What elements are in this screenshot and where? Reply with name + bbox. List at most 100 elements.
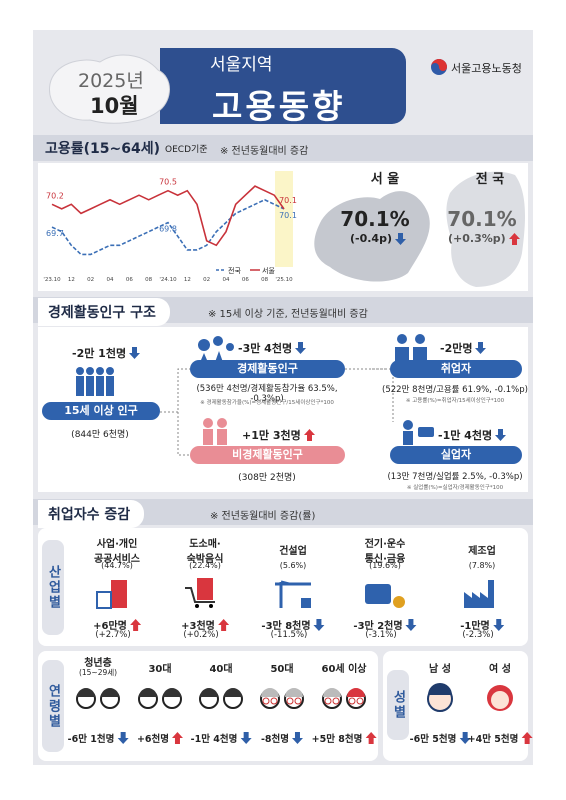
age-name: 30대 <box>148 664 172 675</box>
change: -2만 1천명 <box>72 345 141 361</box>
legend-label: 서울 <box>262 266 275 275</box>
change-text: +4만 5천명 <box>467 734 519 745</box>
arrow-down <box>492 618 504 631</box>
rate: 70.1% <box>340 207 410 231</box>
shape <box>415 334 425 344</box>
icon <box>427 683 453 712</box>
name-line: 제조업 <box>468 546 496 557</box>
total: (844만 6천명) <box>71 430 129 440</box>
shape <box>203 429 213 445</box>
shape <box>49 54 170 124</box>
shape <box>129 347 141 359</box>
shape <box>403 431 413 445</box>
shape <box>217 418 227 428</box>
name-line: 전기·운수 <box>364 539 406 550</box>
shape <box>163 688 181 697</box>
change-text: -2만 1천명 <box>72 347 127 360</box>
icon <box>365 584 405 608</box>
x-tick-label: 04 <box>107 277 114 283</box>
shape <box>86 376 94 396</box>
shape <box>459 732 471 744</box>
shape <box>491 691 509 709</box>
name-line: 통신·금융 <box>364 554 406 565</box>
arrow-down <box>129 347 141 359</box>
section-title: 고용률(15~64세) OECD기준 <box>33 135 208 161</box>
icon <box>199 688 219 709</box>
label-pill: 15세 이상 인구 <box>42 402 160 420</box>
shape <box>117 732 129 744</box>
shape <box>294 697 302 705</box>
group-label: 성별 <box>387 670 409 740</box>
shape <box>203 418 227 445</box>
group-label: 연령별 <box>42 660 64 752</box>
arrow-up <box>365 732 377 744</box>
shape <box>295 342 307 354</box>
industry-name: 제조업 <box>468 542 496 557</box>
industry-name: 건설업 <box>279 542 307 557</box>
industry-name: 도소매· 숙박음식 <box>187 535 224 565</box>
shape <box>76 367 84 375</box>
icon <box>322 688 342 709</box>
icon <box>185 578 215 608</box>
rate-change: (-0.4p) <box>350 232 406 245</box>
icon <box>223 688 243 709</box>
change-text: -1만 4천명 <box>438 429 493 442</box>
change-text: +6천명 <box>136 734 170 745</box>
age-name: 40대 <box>209 664 233 675</box>
main-title: 고용동향 <box>212 87 346 126</box>
shape <box>324 697 332 705</box>
shape <box>270 697 278 705</box>
note: ※ 15세 이상 기준, 전년동월대비 증감 <box>208 309 368 320</box>
x-tick-label: '25.10 <box>275 277 293 283</box>
highlight <box>275 171 293 267</box>
change: -2만명 <box>440 340 487 356</box>
shape <box>106 367 114 375</box>
shape <box>172 732 184 744</box>
shape <box>475 342 487 354</box>
share: (44.7%) <box>101 561 133 570</box>
name-line: 공공서비스 <box>94 554 140 565</box>
year: 2025년 <box>78 70 144 92</box>
shape <box>111 580 127 608</box>
data-label: 70.1 <box>279 196 297 205</box>
change: -1만 4천명 <box>438 427 507 443</box>
change-text: -1만 4천명 <box>190 734 238 745</box>
rate-change: (+0.3%p) <box>448 232 520 245</box>
month: 10월 <box>90 94 139 118</box>
header-art <box>49 48 406 124</box>
shape <box>285 688 303 697</box>
shape <box>495 429 507 441</box>
change: -6만 1천명 <box>68 731 129 745</box>
agency-logo <box>431 59 447 75</box>
shape <box>197 578 213 600</box>
x-tick-label: 08 <box>261 277 268 283</box>
icon <box>284 688 304 709</box>
change-text: +5만 8천명 <box>311 734 363 745</box>
shape <box>240 732 252 744</box>
change: +4만 5천명 <box>468 731 533 745</box>
arrow-down <box>394 232 406 245</box>
shape <box>332 697 340 705</box>
shape <box>508 232 520 245</box>
shape <box>405 618 417 631</box>
detail: (536만 4천명/경제활동참가율 63.5%, -0.3%p) <box>196 384 338 404</box>
shape <box>217 618 229 631</box>
label-pill: 비경제활동인구 <box>190 446 345 464</box>
shape <box>209 604 213 608</box>
shape <box>200 688 218 697</box>
shape <box>446 171 526 287</box>
shape <box>261 688 279 697</box>
shape <box>76 376 84 396</box>
change: -3만 2천명 <box>353 617 417 632</box>
change-text: +3천명 <box>181 621 215 632</box>
arrow-down <box>475 342 487 354</box>
data-label: 69.7 <box>46 229 64 238</box>
title: 고용률(15~64세) <box>45 141 161 157</box>
label-pill: 실업자 <box>390 446 522 464</box>
change: +3천명 <box>181 617 229 632</box>
shape <box>394 232 406 245</box>
arrow-up <box>129 618 141 631</box>
shape <box>397 334 407 344</box>
change-text: -6만 1천명 <box>67 734 115 745</box>
